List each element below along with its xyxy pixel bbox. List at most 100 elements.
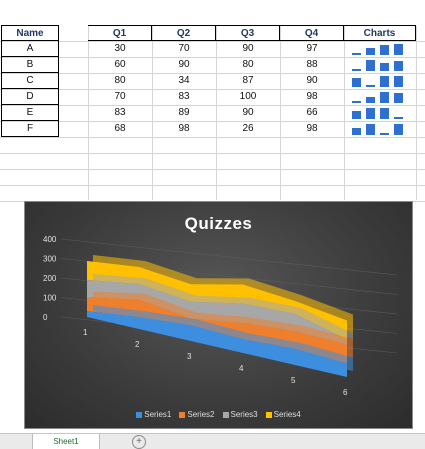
value-cell[interactable]: 83 — [114, 107, 126, 118]
gridline — [216, 26, 217, 200]
y-tick-label: 100 — [43, 294, 57, 303]
table-row: B 60 90 80 88 — [0, 57, 425, 73]
x-tick-label: 6 — [343, 388, 348, 397]
gridline — [60, 238, 398, 276]
value-cell[interactable]: 88 — [306, 59, 318, 70]
value-cell[interactable]: 66 — [306, 107, 318, 118]
gridline — [0, 137, 425, 138]
column-header[interactable]: Q1 — [88, 25, 152, 41]
sheet-tab[interactable]: Sheet1 — [32, 434, 100, 449]
sparkline-bar — [366, 85, 375, 87]
x-tick-label: 2 — [135, 340, 140, 349]
table-row: C 80 34 87 90 — [0, 73, 425, 89]
sparkline[interactable] — [352, 108, 412, 119]
column-header[interactable]: Q2 — [152, 25, 216, 41]
gridline — [416, 26, 417, 200]
sparkline-bar — [394, 92, 403, 103]
value-cell[interactable]: 90 — [178, 59, 190, 70]
value-cell[interactable]: 70 — [114, 91, 126, 102]
sparkline-bar — [380, 133, 389, 135]
value-cell[interactable]: 89 — [178, 107, 190, 118]
legend-label: Series2 — [187, 410, 215, 419]
sparkline[interactable] — [352, 60, 412, 71]
sparkline-bar — [366, 60, 375, 71]
legend-item[interactable]: Series2 — [179, 410, 215, 419]
name-cell[interactable]: A — [1, 41, 59, 57]
column-header[interactable]: Q3 — [216, 25, 280, 41]
value-cell[interactable]: 98 — [306, 123, 318, 134]
value-cell[interactable]: 87 — [242, 75, 254, 86]
name-cell[interactable]: B — [1, 57, 59, 73]
quizzes-chart[interactable]: Quizzes 0 100 200 300 400 1 2 3 4 5 6 Series1 Serie… — [24, 201, 413, 429]
sparkline-bar — [394, 124, 403, 135]
sparkline[interactable] — [352, 44, 412, 55]
column-header[interactable]: Charts — [344, 25, 416, 41]
name-cell[interactable]: F — [1, 121, 59, 137]
value-cell[interactable]: 100 — [239, 91, 257, 102]
name-cell[interactable]: D — [1, 89, 59, 105]
value-cell[interactable]: 30 — [114, 43, 126, 54]
gridline — [88, 26, 89, 200]
chart-plot: 0 100 200 300 400 1 2 3 4 5 6 — [43, 235, 398, 397]
sparkline-bar — [366, 97, 375, 103]
x-tick-label: 1 — [83, 328, 88, 337]
legend-item[interactable]: Series4 — [265, 410, 301, 419]
sparkline-bar — [352, 77, 361, 87]
area-series[interactable] — [87, 311, 347, 377]
add-sheet-icon[interactable]: + — [132, 435, 146, 449]
y-tick-label: 400 — [43, 235, 57, 244]
value-cell[interactable]: 98 — [178, 123, 190, 134]
value-cell[interactable]: 90 — [242, 107, 254, 118]
gridline — [0, 105, 425, 106]
legend-swatch — [179, 411, 186, 418]
value-cell[interactable]: 80 — [114, 75, 126, 86]
column-header[interactable]: Name — [1, 25, 59, 41]
sparkline-bar — [380, 76, 389, 87]
legend-label: Series1 — [144, 410, 172, 419]
legend-item[interactable]: Series3 — [222, 410, 258, 419]
gridline — [0, 73, 425, 74]
value-cell[interactable]: 34 — [178, 75, 190, 86]
value-cell[interactable]: 70 — [178, 43, 190, 54]
column-header[interactable]: Q4 — [280, 25, 344, 41]
table-row: D 70 83 100 98 — [0, 89, 425, 105]
value-cell[interactable]: 26 — [242, 123, 254, 134]
gridline — [0, 153, 425, 154]
value-cell[interactable]: 90 — [306, 75, 318, 86]
sparkline-bar — [394, 60, 403, 71]
sparkline-bar — [394, 44, 403, 55]
name-cell[interactable]: E — [1, 105, 59, 121]
legend-item[interactable]: Series1 — [136, 410, 171, 419]
sparkline-bar — [352, 127, 361, 135]
legend-label: Series4 — [273, 410, 301, 419]
y-tick-label: 300 — [43, 255, 57, 264]
sparkline-bar — [380, 63, 389, 71]
sparkline[interactable] — [352, 124, 412, 135]
value-cell[interactable]: 68 — [114, 123, 126, 134]
sparkline-bar — [352, 53, 361, 55]
sheet-tab-strip: Sheet1 + — [0, 433, 425, 449]
value-cell[interactable]: 60 — [114, 59, 126, 70]
sparkline[interactable] — [352, 92, 412, 103]
sparkline-bar — [394, 117, 403, 119]
value-cell[interactable]: 80 — [242, 59, 254, 70]
sparkline-bar — [380, 44, 389, 55]
sparkline-bar — [366, 47, 375, 55]
legend-label: Series3 — [230, 410, 258, 419]
table-row: E 83 89 90 66 — [0, 105, 425, 121]
sparkline[interactable] — [352, 76, 412, 87]
x-tick-label: 5 — [291, 376, 296, 385]
name-cell[interactable]: C — [1, 73, 59, 89]
gridline — [280, 26, 281, 200]
legend-swatch — [136, 411, 143, 418]
chart-legend: Series1 Series2 Series3 Series4 — [25, 410, 412, 419]
value-cell[interactable]: 98 — [306, 91, 318, 102]
value-cell[interactable]: 90 — [242, 43, 254, 54]
gridline — [0, 121, 425, 122]
value-cell[interactable]: 83 — [178, 91, 190, 102]
value-cell[interactable]: 97 — [306, 43, 318, 54]
gridline — [0, 57, 425, 58]
table-row: A 30 70 90 97 — [0, 41, 425, 57]
spreadsheet-grid[interactable]: Name Q1 Q2 Q3 Q4 Charts A 30 70 90 97 B 60 90 80 88 C 80 3… — [0, 0, 425, 202]
sparkline-bar — [380, 92, 389, 103]
